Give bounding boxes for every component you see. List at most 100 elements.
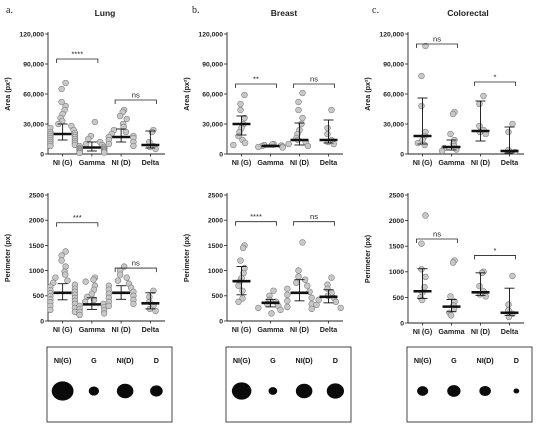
data-point [237, 257, 244, 264]
data-point [123, 115, 130, 123]
y-axis-label: Perimeter (px) [363, 234, 372, 283]
blob-label: NI(G) [54, 356, 72, 365]
significance-label: ns [310, 212, 318, 221]
y-tick-label: 0 [400, 320, 404, 327]
data-point [295, 98, 302, 106]
data-point [295, 273, 302, 280]
x-category-label: Gamma [438, 158, 465, 167]
significance-bracket [114, 267, 157, 273]
y-tick-label: 120,000 [379, 31, 404, 38]
x-category-label: NI (G) [53, 325, 73, 334]
data-point [150, 287, 157, 294]
data-point [116, 271, 124, 278]
x-category-label: Delta [501, 158, 520, 167]
data-point [268, 310, 275, 317]
y-tick-label: 60,000 [202, 91, 223, 98]
blob-shape [231, 382, 252, 400]
data-point [418, 240, 425, 247]
significance-label: * [494, 73, 497, 82]
data-point [509, 272, 516, 280]
blob-shape [479, 385, 491, 397]
blob-panel-3: NI(G) G NI(D) D [406, 346, 533, 423]
data-point [505, 301, 512, 308]
y-tick-label: 1500 [389, 244, 404, 251]
data-point [47, 306, 54, 314]
x-category-label: NI (G) [232, 158, 252, 167]
data-point [324, 130, 331, 138]
x-category-label: NI (D) [112, 158, 132, 167]
blob-panel-2: NI(G) G NI(D) D [225, 346, 352, 423]
significance-bracket [474, 255, 516, 260]
blob-shape [295, 383, 313, 399]
y-tick-label: 0 [40, 151, 44, 158]
data-point [114, 277, 122, 284]
data-point [414, 139, 422, 147]
data-point [284, 297, 291, 305]
data-point [122, 128, 130, 136]
blob-label: D [333, 356, 338, 365]
panel-headers: a. Lung b. Breast c. Colorectal [6, 5, 489, 18]
x-category-label: NI (G) [53, 158, 73, 167]
y-tick-label: 1000 [29, 268, 44, 275]
chart-2: 0 500 1000 1500 2000 2500 Perimeter (px) NI (G)… [3, 192, 165, 334]
data-point [88, 290, 96, 297]
y-axis-label: Area (px²) [3, 77, 12, 111]
data-point [447, 312, 455, 319]
y-tick-label: 2000 [389, 218, 404, 225]
data-point [330, 140, 337, 148]
x-category-label: NI (D) [471, 158, 491, 167]
data-point [64, 277, 71, 284]
data-point [447, 293, 454, 300]
data-point [116, 112, 124, 120]
data-point [337, 304, 344, 312]
y-axis-label: Perimeter (px) [3, 233, 12, 282]
data-point [241, 91, 248, 99]
chart-3: 0 30,000 60,000 90,000 120,000 Area (px²) NI (… [182, 31, 343, 167]
chart-6: 0 500 1000 1500 2000 2500 Perimeter (px) NI (G)… [363, 192, 524, 336]
y-tick-label: 500 [212, 293, 224, 300]
blob-label: NI(G) [233, 356, 251, 365]
x-category-label: Delta [142, 158, 161, 167]
data-point [255, 143, 262, 151]
data-point [328, 106, 335, 114]
y-axis-label: Area (px²) [182, 77, 191, 111]
x-category-label: Delta [320, 158, 339, 167]
y-tick-label: 2500 [389, 192, 404, 199]
data-point [476, 282, 483, 290]
data-point [422, 212, 429, 219]
data-point [422, 273, 429, 281]
data-point [239, 287, 246, 294]
data-point [313, 301, 320, 309]
blob-shape [268, 387, 278, 395]
data-point [239, 295, 246, 302]
data-point [62, 79, 69, 87]
y-tick-label: 0 [219, 318, 223, 325]
significance-label: **** [71, 50, 83, 59]
y-tick-label: 90,000 [202, 61, 223, 68]
data-point [298, 120, 305, 128]
y-tick-label: 0 [40, 318, 44, 325]
chart-4: 0 500 1000 1500 2000 2500 Perimeter (px) NI (G)… [182, 192, 344, 334]
blob-label: NI(G) [414, 356, 432, 365]
y-tick-label: 2000 [29, 218, 44, 225]
y-tick-label: 30,000 [23, 121, 44, 128]
x-category-label: Gamma [257, 158, 284, 167]
significance-label: ns [132, 259, 140, 268]
blob-shape [513, 388, 520, 394]
significance-label: ns [433, 230, 441, 239]
data-point [76, 311, 83, 319]
data-point [58, 257, 65, 264]
y-tick-label: 30,000 [383, 121, 404, 128]
data-point [438, 147, 446, 155]
blob-shape [417, 386, 429, 396]
y-tick-label: 2500 [208, 192, 223, 199]
data-point [130, 142, 137, 150]
blob-label: G [91, 356, 97, 365]
data-point [230, 141, 237, 149]
blob-label: NI(D) [117, 356, 135, 365]
blob-shape [326, 383, 344, 399]
data-point [105, 302, 113, 310]
blob-panels-layer: NI(G) G NI(D) D NI(G) G NI(D) D NI(G) G NI(D) D [46, 346, 533, 423]
blob-label: G [451, 356, 457, 365]
y-tick-label: 90,000 [383, 61, 404, 68]
